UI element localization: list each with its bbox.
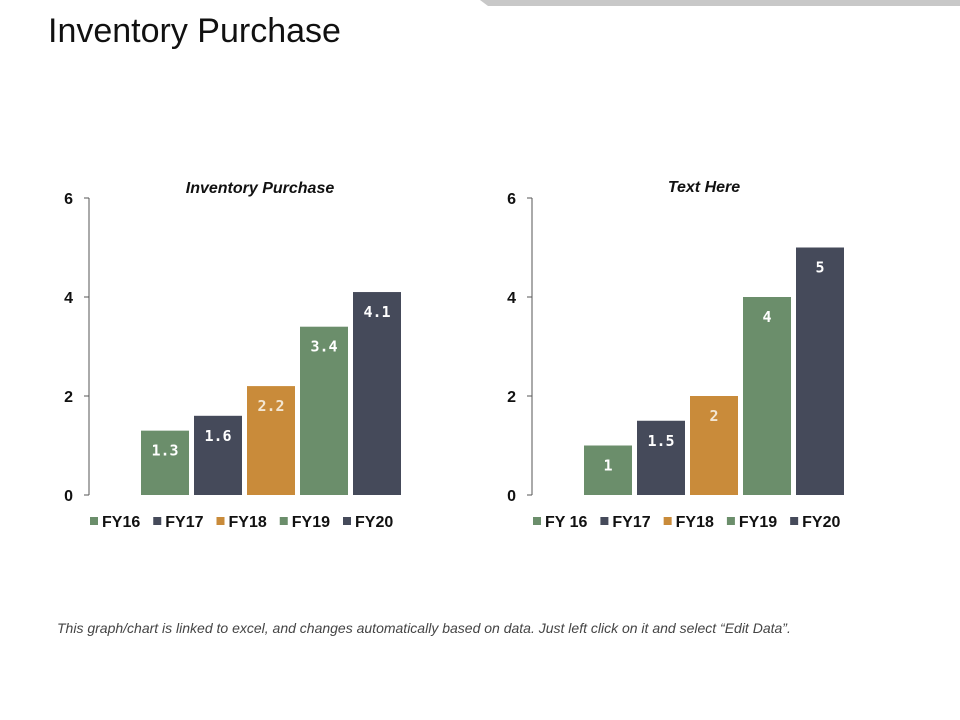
top-accent-band xyxy=(480,0,960,6)
bar-fy17[interactable] xyxy=(637,420,685,495)
legend-label[interactable]: FY18 xyxy=(676,514,714,531)
legend-swatch xyxy=(343,517,351,525)
bar-fy16[interactable] xyxy=(584,445,632,496)
legend-label[interactable]: FY16 xyxy=(102,514,140,531)
legend-swatch xyxy=(153,517,162,525)
legend-swatch xyxy=(726,517,735,525)
legend-swatch xyxy=(790,517,799,525)
legend-label[interactable]: FY18 xyxy=(229,514,267,531)
y-tick-label: 0 xyxy=(507,488,516,505)
y-tick-label: 0 xyxy=(64,488,73,505)
bar-value-label: 1 xyxy=(603,457,612,475)
legend-swatch xyxy=(533,517,541,525)
bar-value-label: 2.2 xyxy=(257,397,284,415)
bar-fy19[interactable] xyxy=(743,297,791,495)
bar-value-label: 5 xyxy=(815,259,824,277)
bar-fy17[interactable] xyxy=(194,415,242,495)
legend-label[interactable]: FY17 xyxy=(612,514,650,531)
legend-label[interactable]: FY19 xyxy=(739,514,777,531)
legend-swatch xyxy=(90,517,98,525)
bar-fy20[interactable] xyxy=(796,247,844,496)
y-tick-label: 2 xyxy=(64,389,73,406)
bar-fy16[interactable] xyxy=(141,430,189,495)
legend-swatch xyxy=(279,517,288,525)
y-tick-label: 4 xyxy=(507,290,516,307)
bar-fy18[interactable] xyxy=(247,386,295,495)
chart-title: Inventory Purchase xyxy=(186,180,335,197)
legend-swatch xyxy=(663,517,672,525)
legend-label[interactable]: FY20 xyxy=(802,514,840,531)
bar-value-label: 1.5 xyxy=(647,432,674,450)
bar-fy20[interactable] xyxy=(353,292,401,495)
legend-label[interactable]: FY19 xyxy=(292,514,330,531)
y-tick-label: 6 xyxy=(507,191,516,208)
bar-value-label: 1.6 xyxy=(204,427,231,445)
chart-inventory-purchase[interactable]: Inventory Purchase 0 2 4 6 1.3 1.6 2.2 3.4 4.1 FY1… xyxy=(64,180,401,531)
chart-text-here[interactable]: Text Here 0 2 4 6 1 1.5 2 4 5 FY 16 FY17 FY18 FY19 FY2… xyxy=(507,179,844,531)
legend-label[interactable]: FY20 xyxy=(355,514,393,531)
page-title: Inventory Purchase xyxy=(48,12,341,50)
bar-value-label: 4.1 xyxy=(363,303,390,321)
bar-value-label: 3.4 xyxy=(310,338,337,356)
legend-label[interactable]: FY17 xyxy=(165,514,203,531)
bar-fy19[interactable] xyxy=(300,326,348,495)
y-tick-label: 6 xyxy=(64,191,73,208)
y-tick-label: 2 xyxy=(507,389,516,406)
chart-title: Text Here xyxy=(668,179,740,196)
legend-label[interactable]: FY 16 xyxy=(545,514,588,531)
legend-swatch xyxy=(600,517,609,525)
bar-value-label: 4 xyxy=(762,308,771,326)
bar-fy18[interactable] xyxy=(690,396,738,495)
y-tick-label: 4 xyxy=(64,290,73,307)
bar-value-label: 2 xyxy=(709,407,718,425)
footer-note: This graph/chart is linked to excel, and… xyxy=(57,620,791,636)
legend-swatch xyxy=(216,517,225,525)
bar-value-label: 1.3 xyxy=(151,442,178,460)
